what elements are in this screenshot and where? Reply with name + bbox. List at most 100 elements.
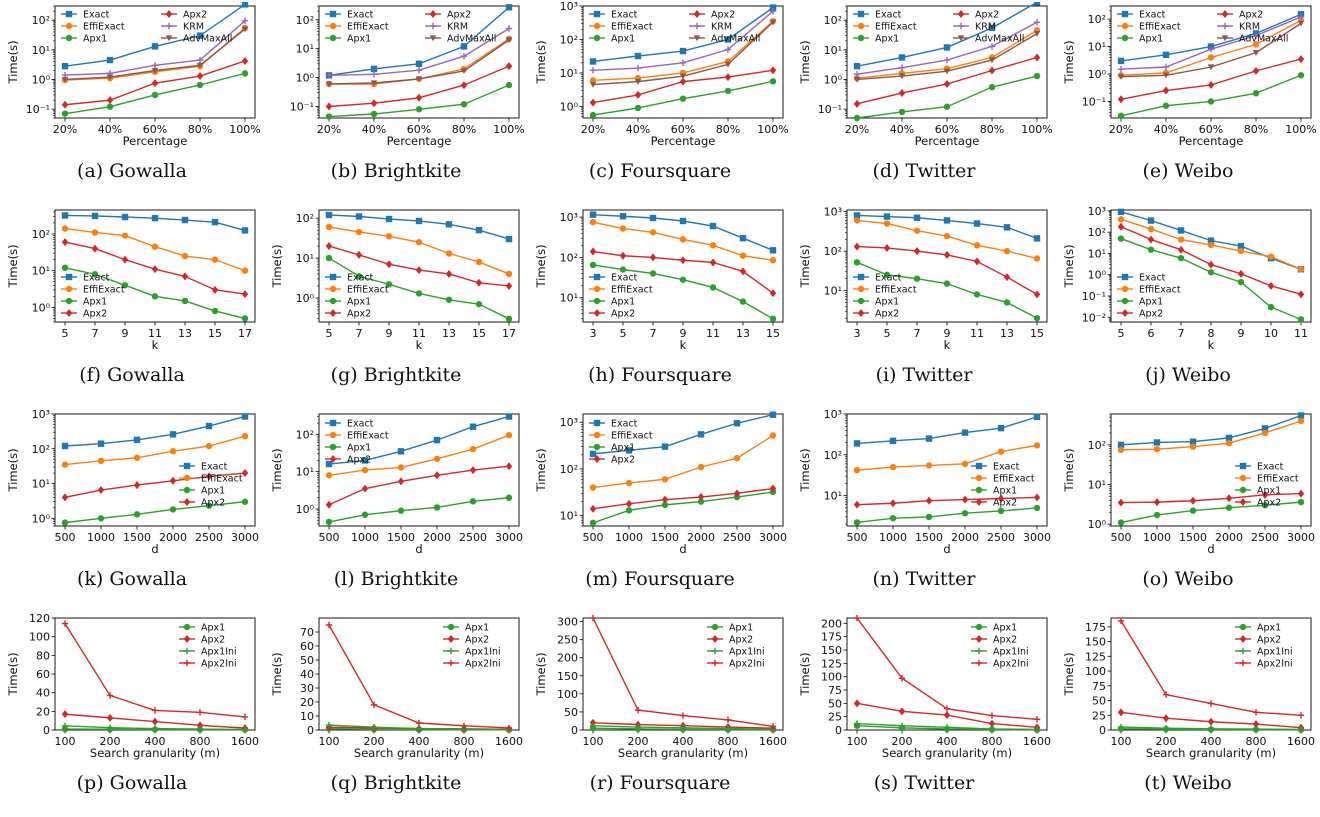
data-point-apx1 (325, 518, 333, 526)
legend-label: Apx2 (993, 635, 1017, 646)
data-point-apx1 (853, 114, 861, 122)
y-tick-label: 10² (1088, 13, 1106, 26)
legend-label: Apx2 (347, 455, 371, 466)
data-point-exact (709, 222, 717, 230)
data-point-exact (589, 58, 597, 65)
x-axis-label: d (151, 542, 158, 556)
y-tick-label: 10⁰ (824, 73, 843, 86)
x-tick-label: 8 (1208, 327, 1215, 340)
legend-marker (183, 659, 191, 667)
series-line-effiexact (1120, 420, 1302, 451)
x-tick-label: 200 (100, 735, 121, 748)
data-point-apx1 (769, 78, 777, 85)
data-point-apx1 (415, 106, 423, 113)
data-point-apx1 (385, 281, 393, 288)
data-point-apx1 (679, 276, 687, 283)
data-point-exact (733, 420, 741, 427)
x-tick-label: 800 (454, 735, 475, 748)
x-tick-label: 2000 (159, 531, 187, 544)
data-point-effiexact (1177, 236, 1185, 243)
chart-svg-m: 10¹ 10² 10³ 500 1000 1500 2000 2500 3000 d Time(s)… (534, 411, 787, 556)
y-tick-label: 10¹ (560, 67, 578, 80)
chart-caption: (q) Brightkite (330, 772, 462, 794)
data-point-exact (997, 424, 1005, 432)
series-group (853, 212, 1041, 322)
y-tick-label: 150 (821, 644, 842, 657)
x-tick-label: 13 (1000, 327, 1014, 340)
legend-marker (165, 35, 173, 42)
x-tick-label: 1500 (123, 531, 151, 544)
legend-marker (693, 22, 701, 30)
data-point-apx1 (1033, 72, 1041, 80)
legend-label: EffiExact (1139, 22, 1181, 33)
x-tick-label: 100 (55, 735, 76, 748)
data-point-exact (769, 411, 777, 418)
x-tick-label: 13 (178, 327, 192, 340)
legend-marker (593, 10, 601, 18)
data-point-apx1ini (241, 726, 249, 733)
data-point-apx2 (241, 56, 249, 65)
data-point-apx1 (151, 293, 159, 300)
y-tick-label: 20 (36, 705, 50, 718)
legend-label: Apx2 (465, 635, 489, 646)
legend-label: Apx2 (201, 498, 225, 509)
series-group (589, 411, 777, 527)
data-point-exact (325, 211, 333, 219)
legend-label: Exact (611, 10, 638, 21)
data-point-krm (724, 46, 732, 53)
legend-label: Exact (201, 462, 228, 473)
data-point-exact (973, 220, 981, 227)
data-point-apx1 (739, 298, 747, 305)
x-tick-label: 13 (442, 327, 456, 340)
legend-marker (693, 35, 701, 42)
x-tick-label: 17 (502, 327, 516, 340)
y-tick-label: 10³ (560, 211, 578, 224)
data-point-effiexact (1207, 54, 1215, 61)
x-tick-label: 400 (145, 735, 166, 748)
series-line-apx1 (328, 497, 510, 523)
data-point-krm (1252, 32, 1260, 39)
y-tick-label: 175 (1085, 621, 1106, 634)
data-point-exact (925, 435, 933, 442)
y-tick-label: 10 (300, 710, 314, 723)
data-point-krm (769, 7, 777, 15)
data-point-apx1ini (898, 722, 906, 729)
data-point-apx1 (634, 104, 642, 112)
data-point-effiexact (505, 431, 513, 439)
legend-marker (857, 10, 865, 18)
data-point-apx2ini (1033, 716, 1041, 723)
data-point-effiexact (733, 454, 741, 462)
y-tick-label: 10² (560, 251, 578, 264)
data-point-apx2 (889, 499, 897, 508)
legend-label: Exact (347, 419, 374, 430)
y-tick-label: 75 (1092, 680, 1106, 693)
data-point-effiexact (1261, 429, 1269, 437)
series-group (853, 614, 1041, 733)
data-point-apx2ini (61, 620, 69, 627)
data-point-advmaxall (943, 68, 951, 75)
data-point-apx2 (361, 484, 369, 493)
data-point-effiexact (649, 229, 657, 236)
chart-caption: (p) Gowalla (76, 772, 188, 794)
data-point-exact (589, 211, 597, 218)
chart-caption: (f) Gowalla (79, 364, 185, 386)
x-tick-label: 2500 (459, 531, 487, 544)
y-tick-label: 100 (821, 671, 842, 684)
x-tick-label: 80% (452, 123, 476, 136)
data-point-exact (445, 221, 453, 228)
series-line-effiexact (64, 435, 246, 466)
series-line-exact (1120, 414, 1302, 446)
x-tick-label: 400 (409, 735, 430, 748)
legend-marker (329, 431, 337, 439)
data-point-apx1 (97, 515, 105, 522)
data-point-advmaxall (769, 19, 777, 26)
data-point-apx2 (1207, 717, 1215, 726)
data-point-apx1ini (370, 724, 378, 731)
legend-marker (711, 623, 719, 631)
chart-panel-i: 10¹ 10² 10³ 3 5 7 9 11 13 15 k Time(s) Exact EffiExac… (792, 204, 1056, 404)
data-point-apx2 (151, 717, 159, 726)
y-tick-label: 10³ (1088, 205, 1106, 218)
data-point-apx2 (151, 265, 159, 274)
